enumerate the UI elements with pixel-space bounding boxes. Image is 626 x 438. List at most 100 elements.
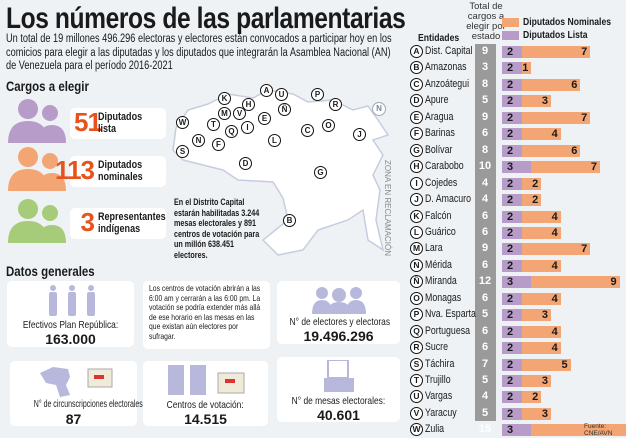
entity-letter: M: [410, 242, 423, 256]
map-marker-3[interactable]: D: [239, 157, 252, 170]
entity-name: Barinas: [425, 127, 455, 140]
map-marker-5[interactable]: F: [212, 138, 225, 151]
entity-name: Guárico: [425, 225, 456, 238]
entity-letter: Q: [410, 324, 423, 338]
electores-label: N° de electores y electoras: [289, 316, 391, 328]
map-ballot-icon: [40, 367, 113, 397]
entidades-header: Entidades: [418, 32, 460, 44]
map-marker-20[interactable]: T: [207, 118, 220, 131]
map-marker-16[interactable]: P: [311, 88, 324, 101]
total-value: 10: [478, 160, 492, 173]
efectivos-label: Efectivos Plan República:: [22, 319, 119, 331]
bar-lista: 2: [502, 342, 522, 355]
entity-name: Portuguesa: [425, 324, 471, 337]
map-marker-8[interactable]: I: [241, 121, 254, 134]
map-marker-22[interactable]: V: [233, 107, 246, 120]
table-row: B Amazonas 3 2 1: [406, 60, 626, 76]
total-value: 8: [481, 77, 489, 90]
map-marker-14[interactable]: Ñ: [278, 103, 291, 116]
table-row: A Dist. Capital 9 2 7: [406, 44, 626, 60]
cargos-heading: Cargos a elegir: [6, 78, 89, 94]
total-value: 5: [481, 308, 489, 321]
efectivos-card: Efectivos Plan República: 163.000: [7, 281, 134, 347]
cargo-card: [70, 208, 166, 239]
table-row: U Vargas 4 2 2: [406, 389, 626, 405]
map-marker-2[interactable]: C: [301, 124, 314, 137]
table-row: C Anzoátegui 8 2 6: [406, 77, 626, 93]
map-marker-21[interactable]: U: [275, 88, 288, 101]
entity-name: Cojedes: [425, 176, 458, 189]
map-marker-11[interactable]: L: [268, 134, 281, 147]
entity-letter: O: [410, 291, 423, 305]
cargo-label: Representantes indígenas: [98, 211, 166, 235]
map-marker-18[interactable]: R: [329, 98, 342, 111]
entity-letter: G: [410, 143, 423, 157]
entity-letter: S: [410, 357, 423, 371]
voting-machine-icon: [324, 360, 354, 392]
map-marker-17[interactable]: Q: [225, 125, 238, 138]
map-marker-0[interactable]: A: [260, 84, 273, 97]
map-marker-1[interactable]: B: [283, 214, 296, 227]
bar-nominales: 4: [521, 226, 561, 239]
total-value: 15: [478, 423, 492, 436]
bar-lista: 2: [502, 95, 522, 108]
map-marker-19[interactable]: S: [176, 145, 189, 158]
bar-nominales: 4: [521, 128, 561, 141]
map-marker-4[interactable]: E: [258, 112, 271, 125]
entity-letter: D: [410, 94, 423, 108]
people-icon: [8, 199, 66, 243]
total-value: 9: [481, 45, 489, 57]
cargo-label: Diputados nominales: [98, 159, 143, 183]
table-row: H Carabobo 10 3 7: [406, 159, 626, 175]
bar-nominales: 7: [521, 46, 591, 58]
entity-name: Apure: [425, 94, 449, 107]
map-marker-23[interactable]: W: [176, 116, 189, 129]
entity-letter: T: [410, 374, 423, 387]
entity-name: Sucre: [425, 341, 448, 354]
total-value: 4: [481, 176, 489, 189]
total-value: 4: [481, 193, 489, 206]
bar-nominales: 7: [521, 243, 591, 256]
bar-lista: 2: [502, 177, 522, 190]
entity-name: Yaracuy: [425, 406, 457, 419]
total-value: 6: [481, 209, 489, 222]
map-marker-7[interactable]: H: [242, 98, 255, 111]
bar-nominales: 6: [521, 144, 581, 157]
cargo-value: 3: [80, 207, 95, 237]
bar-nominales: 7: [521, 111, 591, 124]
entity-name: Monagas: [425, 291, 462, 304]
entity-name: Aragua: [425, 110, 454, 123]
map-marker-9[interactable]: J: [353, 128, 366, 141]
table-row: J D. Amacuro 4 2 2: [406, 192, 626, 208]
bar-lista: 2: [502, 144, 522, 157]
centros-value: 14.515: [184, 411, 227, 427]
total-header: Total de cargos a elegir por estado: [466, 1, 506, 42]
map-marker-6[interactable]: G: [314, 166, 327, 179]
bar-nominales: 2: [521, 391, 542, 404]
map-marker-10[interactable]: K: [218, 92, 231, 105]
datos-heading: Datos generales: [6, 263, 95, 279]
bar-nominales: 1: [521, 62, 532, 75]
bar-lista: 2: [502, 128, 522, 141]
total-value: 8: [481, 143, 489, 156]
mesas-label: N° de mesas electorales:: [291, 395, 386, 407]
legend-swatch-lista: [502, 31, 519, 40]
map-marker-13[interactable]: N: [192, 134, 205, 147]
horario-card: Los centros de votación abrirán a las 6:…: [143, 281, 270, 349]
bar-lista: 3: [502, 161, 532, 174]
entity-letter: Ñ: [410, 275, 423, 289]
zona-reclamacion-label: ZONA EN RECLAMACIÓN: [383, 160, 392, 257]
entity-name: Falcón: [425, 209, 452, 222]
map-marker-15[interactable]: O: [322, 119, 335, 132]
cargo-value: 51: [74, 107, 102, 137]
bar-lista: 2: [502, 226, 522, 239]
bar-lista: 2: [502, 259, 522, 272]
buildings-ballot-icon: [168, 365, 245, 395]
soldiers-icon: [49, 285, 95, 316]
table-row: Ñ Miranda 12 3 9: [406, 274, 626, 290]
map-marker-12[interactable]: M: [218, 107, 231, 120]
bar-lista: 2: [502, 62, 522, 75]
total-value: 6: [481, 127, 489, 140]
entity-name: Vargas: [425, 390, 453, 403]
entity-letter: C: [410, 77, 423, 91]
